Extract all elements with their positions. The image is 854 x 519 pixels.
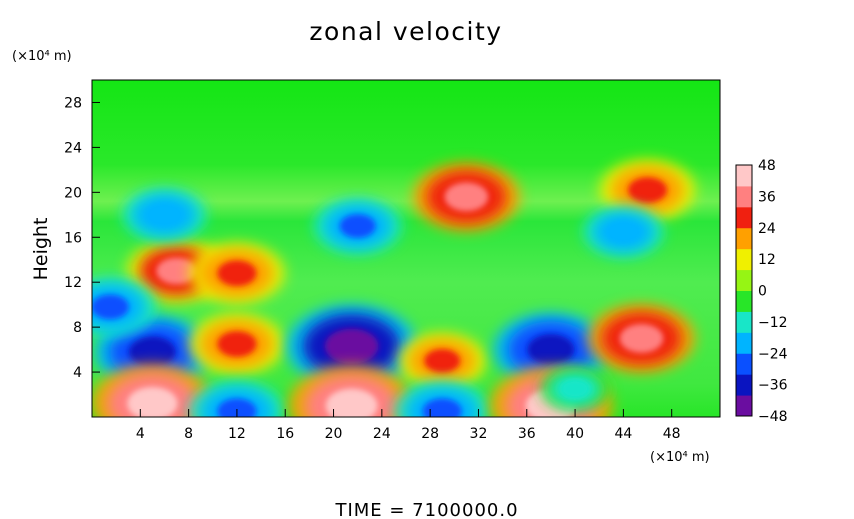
y-tick-label: 16	[64, 230, 82, 246]
y-tick-label: 8	[73, 320, 82, 336]
y-tick-label: 28	[64, 95, 82, 111]
chart-title: zonal velocity	[309, 17, 502, 46]
colorbar-tick-label: −36	[758, 378, 788, 394]
field-feature	[122, 188, 207, 242]
colorbar-segment	[736, 290, 752, 312]
y-axis-label: Height	[30, 218, 52, 281]
y-tick-label: 4	[73, 365, 82, 381]
x-tick-label: 20	[325, 426, 343, 442]
x-tick-label: 48	[663, 426, 681, 442]
x-tick-label: 16	[276, 426, 294, 442]
colorbar-segment	[736, 395, 752, 417]
x-axis: 4 8 12 16 20 24 28 32 36 40 44 48	[136, 409, 681, 442]
y-unit-label: (×10⁴ m)	[12, 49, 72, 64]
plot-frame	[91, 79, 721, 418]
colorbar-tick-label: 0	[758, 284, 767, 300]
field-feature	[412, 162, 521, 231]
colorbar-tick-label: −12	[758, 315, 788, 331]
colorbar-tick-label: −48	[758, 409, 788, 425]
field-feature	[188, 380, 285, 417]
field-feature	[599, 159, 696, 221]
colorbar-segment	[736, 311, 752, 333]
field-feature	[394, 380, 491, 417]
plot-area	[92, 80, 720, 417]
colorbar-frame	[735, 164, 753, 417]
field-feature	[288, 365, 416, 417]
time-label: TIME = 7100000.0	[334, 500, 518, 519]
x-tick-label: 24	[373, 426, 391, 442]
x-tick-label: 8	[184, 426, 193, 442]
x-tick-label: 32	[470, 426, 488, 442]
colorbar-segment	[736, 165, 752, 187]
colorbar-segment	[736, 353, 752, 375]
colorbar-tick-label: 24	[758, 221, 776, 237]
y-tick-label: 12	[64, 275, 82, 291]
field-feature	[313, 198, 402, 254]
colorbar-tick-label: 48	[758, 158, 776, 174]
y-axis: 4 8 12 16 20 24 28	[64, 95, 100, 381]
field-feature	[540, 367, 610, 411]
x-unit-label: (×10⁴ m)	[650, 450, 710, 465]
x-tick-label: 12	[228, 426, 246, 442]
x-tick-label: 28	[421, 426, 439, 442]
colorbar-segment	[736, 206, 752, 229]
colorbar-segment	[736, 185, 752, 208]
field-feature	[188, 313, 285, 375]
colorbar-tick-label: 12	[758, 252, 776, 268]
field-feature	[188, 242, 285, 304]
x-tick-label: 40	[566, 426, 584, 442]
colorbar-segment	[736, 227, 752, 250]
colorbar-segment	[736, 248, 752, 271]
colorbar-tick-label: −24	[758, 346, 788, 362]
field-feature	[583, 206, 664, 258]
colorbar-segment	[736, 332, 752, 354]
colorbar-segment	[736, 374, 752, 396]
field-feature	[286, 304, 418, 388]
colorbar-segment	[736, 269, 752, 291]
colorbar-tick-label: 36	[758, 189, 776, 205]
colorbar: 48 36 24 12 0 −12 −24 −36 −48	[735, 158, 788, 425]
field-feature	[92, 277, 157, 337]
field-feature	[398, 332, 487, 389]
y-tick-label: 24	[64, 140, 82, 156]
x-tick-label: 44	[614, 426, 632, 442]
x-tick-label: 36	[518, 426, 536, 442]
y-tick-label: 20	[64, 185, 82, 201]
x-tick-label: 4	[136, 426, 145, 442]
field-feature	[587, 304, 696, 373]
